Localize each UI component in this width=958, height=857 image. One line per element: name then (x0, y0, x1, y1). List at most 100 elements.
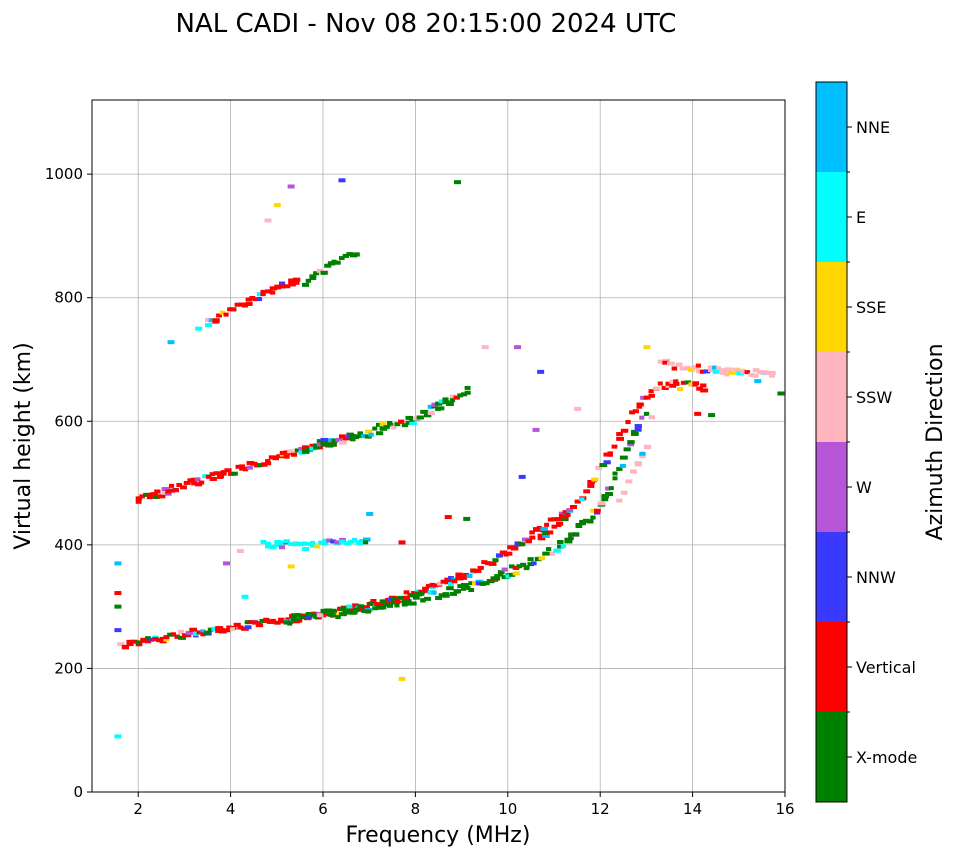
echo-mark (416, 415, 424, 420)
colorbar-tick-label: E (856, 208, 866, 227)
echo-mark (154, 494, 161, 499)
echo-mark (777, 391, 785, 396)
echo-mark (769, 370, 776, 375)
echo-mark (503, 552, 509, 557)
echo-mark (444, 515, 452, 520)
echo-mark (412, 593, 420, 598)
echo-mark (126, 639, 134, 644)
echo-mark (557, 544, 564, 549)
x-axis-label: Frequency (MHz) (346, 823, 531, 848)
echo-mark (700, 388, 709, 393)
colorbar-tick-label: X-mode (856, 748, 917, 767)
echo-mark (204, 630, 211, 635)
echo-mark (359, 540, 366, 545)
echo-mark (305, 614, 313, 619)
echo-mark (427, 404, 434, 409)
echo-mark (144, 636, 151, 641)
echo-mark (218, 627, 225, 632)
y-tick-label: 600 (54, 412, 83, 430)
echo-mark (616, 466, 623, 471)
echo-mark (527, 562, 534, 567)
echo-mark (605, 486, 611, 491)
echo-mark (532, 427, 540, 432)
echo-mark (338, 539, 345, 544)
echo-mark (313, 445, 320, 450)
echo-mark (414, 589, 422, 594)
echo-mark (283, 620, 291, 625)
echo-mark (277, 617, 285, 622)
echo-mark (534, 556, 540, 561)
echo-mark (257, 463, 264, 468)
echo-mark (165, 489, 172, 494)
echo-mark (313, 271, 320, 276)
echo-mark (278, 540, 287, 545)
echo-mark (265, 544, 272, 549)
echo-mark (350, 610, 357, 615)
echo-mark (194, 482, 203, 487)
echo-mark (310, 540, 316, 545)
echo-mark (657, 381, 663, 386)
colorbar-segment-nnw (816, 532, 847, 622)
echo-mark (537, 533, 546, 538)
x-tick-label: 16 (775, 800, 794, 818)
echo-mark (167, 340, 175, 345)
echo-mark (200, 632, 206, 637)
echo-mark (185, 630, 194, 635)
echo-mark (342, 608, 350, 613)
echo-mark (383, 425, 390, 430)
y-tick-label: 400 (54, 536, 83, 554)
echo-mark (264, 218, 272, 223)
colorbar-segment-sse (816, 262, 847, 352)
y-axis-ticks: 0 200 400 600 800 1000 (45, 165, 92, 801)
echo-mark (687, 367, 695, 372)
echo-mark (379, 605, 387, 610)
echo-mark (453, 589, 460, 594)
echo-mark (657, 359, 664, 364)
echo-mark (696, 386, 704, 391)
echo-mark (639, 454, 646, 459)
echo-mark (180, 485, 187, 490)
echo-mark (692, 381, 700, 386)
echo-mark (287, 184, 295, 189)
echo-mark (324, 609, 332, 614)
echo-mark (740, 369, 747, 374)
echo-mark (405, 599, 412, 604)
echo-mark (338, 256, 345, 261)
echo-mark (457, 584, 464, 589)
echo-mark (398, 676, 406, 681)
echo-mark (316, 445, 323, 450)
echo-mark (334, 540, 342, 545)
echo-mark (409, 601, 417, 606)
echo-mark (627, 442, 634, 447)
echo-mark (571, 532, 580, 537)
echo-mark (161, 490, 169, 495)
echo-mark (265, 461, 272, 466)
echo-mark (117, 642, 125, 647)
echo-mark (178, 635, 186, 640)
echo-mark (316, 613, 323, 618)
echo-mark (431, 402, 438, 407)
echo-mark (457, 393, 464, 398)
echo-mark (728, 370, 737, 375)
echo-mark (296, 618, 303, 623)
colorbar-segment-ssw (816, 352, 847, 442)
echo-mark (453, 180, 461, 185)
echo-mark (368, 432, 374, 437)
echo-mark (246, 465, 253, 470)
echo-mark (409, 417, 415, 422)
echo-mark (211, 626, 219, 631)
colorbar: X-mode Vertical NNW W SSW SSE E NNE (815, 81, 917, 803)
echo-mark (348, 606, 354, 611)
echo-mark (603, 460, 611, 465)
x-tick-label: 8 (411, 800, 421, 818)
echo-mark (297, 542, 304, 547)
echo-mark (724, 367, 732, 372)
echo-mark (342, 436, 351, 441)
echo-mark (338, 178, 346, 183)
echo-mark (748, 372, 755, 377)
echo-mark (255, 621, 262, 626)
echo-mark (269, 545, 277, 550)
echo-mark (423, 596, 431, 601)
echo-mark (364, 429, 373, 434)
echo-mark (294, 448, 301, 453)
